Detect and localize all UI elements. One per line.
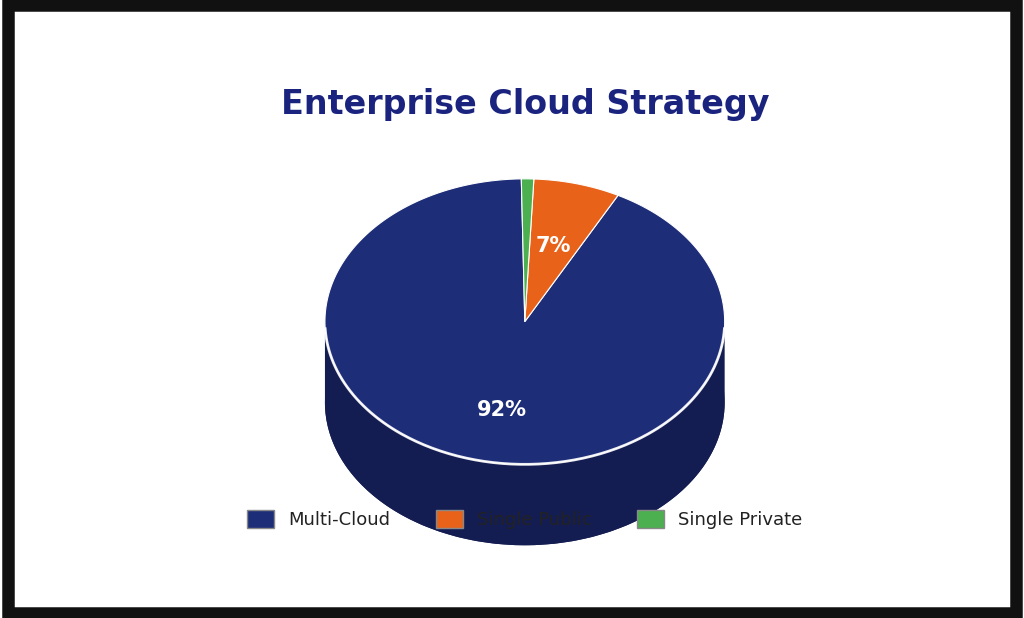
Legend: Multi-Cloud, Single Public, Single Private: Multi-Cloud, Single Public, Single Priva…: [240, 502, 810, 536]
Polygon shape: [325, 322, 725, 545]
Text: 7%: 7%: [536, 236, 571, 256]
Polygon shape: [325, 179, 725, 464]
Ellipse shape: [325, 260, 725, 545]
Text: Enterprise Cloud Strategy: Enterprise Cloud Strategy: [281, 88, 769, 121]
Polygon shape: [521, 179, 534, 321]
Text: 92%: 92%: [476, 400, 526, 420]
Polygon shape: [524, 179, 618, 321]
